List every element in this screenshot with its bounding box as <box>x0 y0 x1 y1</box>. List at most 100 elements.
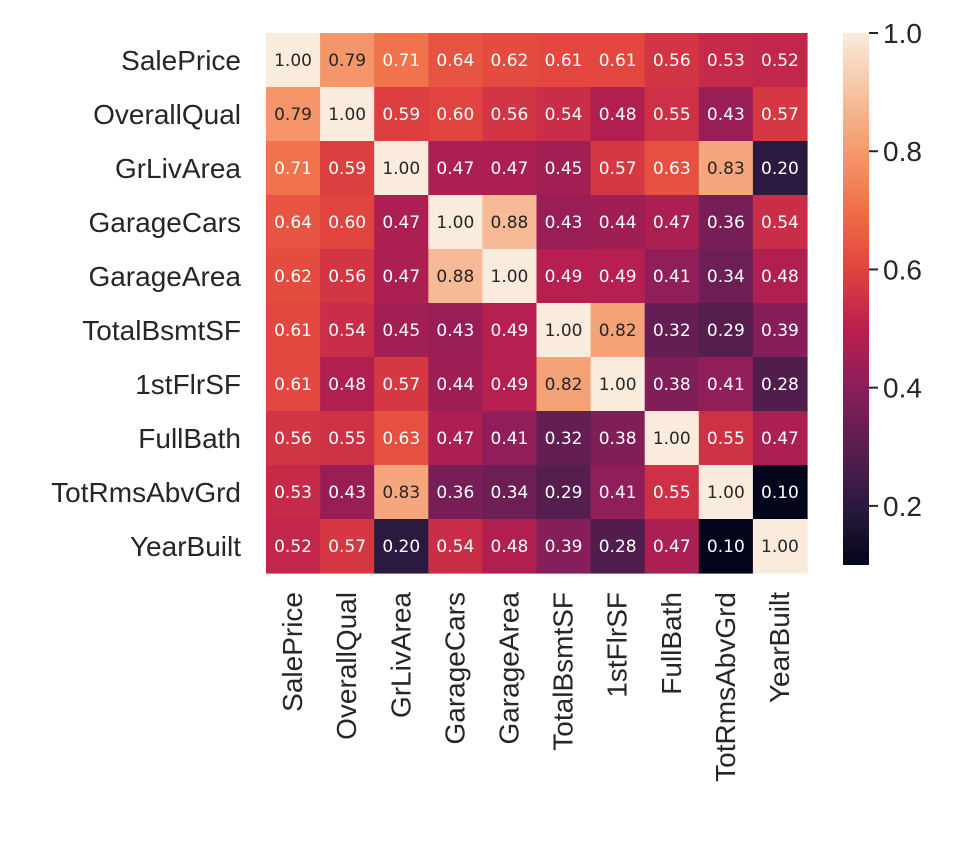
heatmap-cell-FullBath-TotRmsAbvGrd <box>698 411 754 466</box>
y-tick-label-TotalBsmtSF: TotalBsmtSF <box>82 315 241 346</box>
cell-value-label: 0.54 <box>328 321 366 341</box>
cell-value-label: 0.49 <box>491 321 529 341</box>
heatmap-cell-TotRmsAbvGrd-TotalBsmtSF <box>536 465 592 520</box>
cell-value-label: 0.61 <box>274 321 312 341</box>
heatmap-cell-GrLivArea-FullBath <box>644 141 700 196</box>
heatmap-cell-GrLivArea-YearBuilt <box>752 141 808 196</box>
heatmap-cell-GrLivArea-GarageCars <box>428 141 483 196</box>
heatmap-cell-GarageCars-GrLivArea <box>374 195 429 250</box>
cell-value-label: 0.56 <box>491 105 529 125</box>
cell-value-label: 0.28 <box>599 537 637 557</box>
heatmap-cell-GarageCars-TotRmsAbvGrd <box>698 195 754 250</box>
colorbar: 0.2 0.4 0.6 0.8 1.0 <box>843 18 922 565</box>
cell-value-label: 0.41 <box>491 429 529 449</box>
heatmap-cell-SalePrice-TotRmsAbvGrd <box>698 33 754 88</box>
cell-value-label: 0.29 <box>707 321 745 341</box>
cell-value-label: 0.36 <box>707 213 745 233</box>
heatmap-cell-1stFlrSF-FullBath <box>644 357 700 412</box>
heatmap-cell-OverallQual-TotRmsAbvGrd <box>698 87 754 142</box>
heatmap-cell-TotRmsAbvGrd-FullBath <box>644 465 700 520</box>
y-tick-label-OverallQual: OverallQual <box>93 99 241 130</box>
cell-value-label: 0.48 <box>328 375 366 395</box>
cell-value-label: 0.57 <box>761 105 799 125</box>
cell-value-label: 0.47 <box>653 537 691 557</box>
heatmap-cell-SalePrice-SalePrice <box>266 33 321 88</box>
heatmap-cell-FullBath-GrLivArea <box>374 411 429 466</box>
heatmap-cell-TotRmsAbvGrd-TotRmsAbvGrd <box>698 465 754 520</box>
cell-value-label: 0.57 <box>328 537 366 557</box>
cell-value-label: 0.61 <box>274 375 312 395</box>
heatmap-cell-YearBuilt-OverallQual <box>320 519 375 574</box>
cell-value-label: 0.41 <box>707 375 745 395</box>
heatmap-cell-TotRmsAbvGrd-GrLivArea <box>374 465 429 520</box>
colorbar-tick-label: 0.6 <box>883 254 922 285</box>
heatmap-cell-GrLivArea-GrLivArea <box>374 141 429 196</box>
cell-value-label: 0.49 <box>545 267 583 287</box>
cell-value-label: 0.45 <box>382 321 420 341</box>
cell-value-label: 0.34 <box>707 267 745 287</box>
cell-value-label: 0.57 <box>382 375 420 395</box>
heatmap-cell-YearBuilt-1stFlrSF <box>590 519 646 574</box>
cell-value-label: 0.41 <box>599 483 637 503</box>
cell-value-label: 0.43 <box>707 105 745 125</box>
heatmap-cell-1stFlrSF-SalePrice <box>266 357 321 412</box>
heatmap-cell-GarageArea-FullBath <box>644 249 700 304</box>
cell-value-label: 0.53 <box>274 483 312 503</box>
cell-value-label: 0.62 <box>274 267 312 287</box>
cell-value-label: 1.00 <box>491 267 529 287</box>
cell-value-label: 0.82 <box>545 375 583 395</box>
colorbar-tick-label: 0.8 <box>883 136 922 167</box>
cell-value-label: 0.47 <box>491 159 529 179</box>
x-tick-label-SalePrice: SalePrice <box>277 592 308 712</box>
heatmap-cell-GrLivArea-OverallQual <box>320 141 375 196</box>
heatmap-cell-GarageArea-OverallQual <box>320 249 375 304</box>
cell-value-label: 0.88 <box>491 213 529 233</box>
cell-value-label: 0.71 <box>382 51 420 71</box>
cell-value-label: 1.00 <box>545 321 583 341</box>
y-tick-label-GarageCars: GarageCars <box>88 207 241 238</box>
heatmap-cell-OverallQual-GrLivArea <box>374 87 429 142</box>
heatmap-cell-TotalBsmtSF-SalePrice <box>266 303 321 358</box>
heatmap-cell-TotalBsmtSF-FullBath <box>644 303 700 358</box>
colorbar-tick-label: 1.0 <box>883 18 922 49</box>
heatmap-cell-SalePrice-OverallQual <box>320 33 375 88</box>
cell-value-label: 0.10 <box>707 537 745 557</box>
heatmap-cell-1stFlrSF-TotalBsmtSF <box>536 357 592 412</box>
heatmap-cell-FullBath-1stFlrSF <box>590 411 646 466</box>
colorbar-tick-label: 0.2 <box>883 491 922 522</box>
heatmap-cell-GrLivArea-TotRmsAbvGrd <box>698 141 754 196</box>
heatmap-cell-FullBath-YearBuilt <box>752 411 808 466</box>
cell-value-label: 0.36 <box>436 483 474 503</box>
heatmap-cell-1stFlrSF-TotRmsAbvGrd <box>698 357 754 412</box>
heatmap-cell-OverallQual-SalePrice <box>266 87 321 142</box>
heatmap-cell-TotRmsAbvGrd-OverallQual <box>320 465 375 520</box>
heatmap-cell-GarageCars-FullBath <box>644 195 700 250</box>
cell-value-label: 0.10 <box>761 483 799 503</box>
cell-value-label: 0.39 <box>545 537 583 557</box>
cell-value-label: 1.00 <box>274 51 312 71</box>
y-tick-label-SalePrice: SalePrice <box>121 45 241 76</box>
cell-value-label: 0.43 <box>328 483 366 503</box>
cell-value-label: 0.56 <box>328 267 366 287</box>
heatmap-cell-1stFlrSF-GrLivArea <box>374 357 429 412</box>
cell-value-label: 0.79 <box>328 51 366 71</box>
cell-value-label: 0.34 <box>491 483 529 503</box>
heatmap-cell-1stFlrSF-1stFlrSF <box>590 357 646 412</box>
cell-value-label: 0.32 <box>545 429 583 449</box>
heatmap-cell-GarageArea-GarageArea <box>482 249 538 304</box>
heatmap-cell-YearBuilt-GrLivArea <box>374 519 429 574</box>
heatmap-cell-GarageArea-GarageCars <box>428 249 483 304</box>
cell-value-label: 0.55 <box>328 429 366 449</box>
cell-value-label: 0.47 <box>382 267 420 287</box>
heatmap-cell-YearBuilt-TotRmsAbvGrd <box>698 519 754 574</box>
heatmap-cell-GarageCars-1stFlrSF <box>590 195 646 250</box>
x-tick-label-GarageArea: GarageArea <box>493 592 524 745</box>
heatmap-cell-TotalBsmtSF-TotRmsAbvGrd <box>698 303 754 358</box>
y-tick-label-GarageArea: GarageArea <box>88 261 241 292</box>
x-tick-labels: SalePrice OverallQual GrLivArea GarageCars G… <box>277 592 795 782</box>
heatmap-cell-GarageCars-GarageCars <box>428 195 483 250</box>
heatmap-cell-1stFlrSF-YearBuilt <box>752 357 808 412</box>
cell-value-label: 1.00 <box>599 375 637 395</box>
cell-value-label: 0.60 <box>436 105 474 125</box>
y-tick-label-GrLivArea: GrLivArea <box>115 153 241 184</box>
